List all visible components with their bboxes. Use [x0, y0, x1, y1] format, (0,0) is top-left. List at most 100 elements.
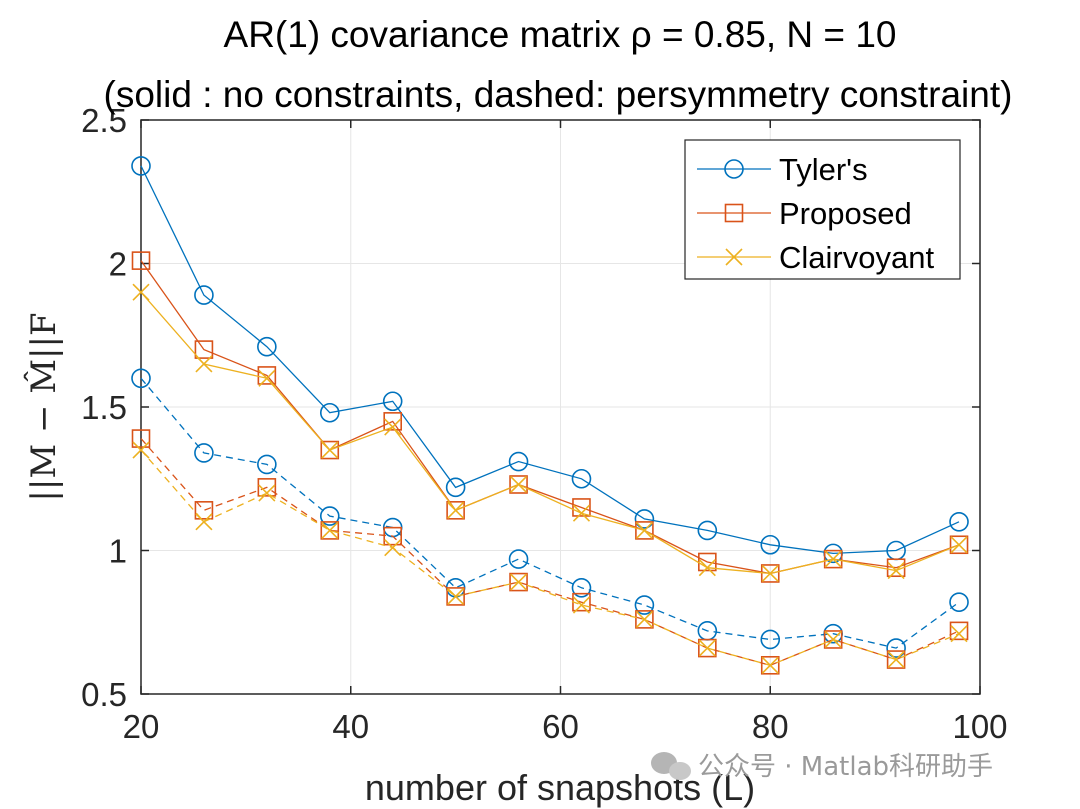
data-point-3-6 — [508, 549, 529, 569]
series-line-3 — [140, 377, 960, 649]
series-line-4 — [140, 438, 960, 666]
x-tick-label-1: 40 — [332, 708, 369, 745]
series-line-0 — [140, 165, 960, 555]
series-4-dashed — [131, 429, 969, 675]
data-point-0-5 — [445, 477, 466, 498]
y-tick-label-3: 2 — [109, 246, 127, 283]
series-5-dashed — [132, 441, 968, 674]
data-point-4-2 — [257, 478, 277, 497]
data-point-3-7 — [571, 578, 592, 598]
data-point-2-11 — [824, 550, 842, 568]
data-point-0-10 — [760, 534, 781, 555]
data-point-4-8 — [635, 610, 654, 629]
x-tick-label-2: 60 — [542, 708, 579, 745]
data-point-4-9 — [698, 638, 717, 658]
y-axis-label: ||M − M̂||F — [23, 312, 64, 501]
data-point-2-2 — [258, 369, 276, 387]
data-point-4-13 — [949, 621, 969, 641]
data-point-1-3 — [320, 440, 340, 460]
watermark: 公众号 · Matlab科研助手 — [651, 752, 993, 782]
data-point-2-6 — [509, 475, 528, 494]
data-point-5-0 — [132, 441, 150, 459]
data-point-5-13 — [950, 625, 968, 643]
data-point-1-11 — [823, 549, 843, 569]
data-point-4-4 — [383, 526, 403, 546]
data-point-2-1 — [195, 355, 213, 373]
data-point-0-1 — [194, 285, 214, 305]
legend: Tyler's Proposed Clairvoyant — [684, 139, 961, 280]
watermark-text: 公众号 · Matlab科研助手 — [698, 752, 993, 782]
data-point-2-12 — [887, 562, 905, 580]
data-point-0-13 — [949, 511, 969, 532]
data-point-2-4 — [384, 418, 402, 436]
data-point-1-0 — [131, 251, 151, 270]
legend-marker-1 — [724, 203, 744, 223]
data-point-1-8 — [635, 521, 654, 540]
data-point-3-2 — [257, 454, 277, 475]
data-point-2-13 — [950, 536, 968, 554]
data-point-4-11 — [823, 630, 843, 649]
data-point-0-0 — [131, 156, 151, 176]
x-tick-label-0: 20 — [123, 708, 160, 745]
data-point-4-0 — [131, 429, 151, 448]
data-point-5-12 — [887, 650, 905, 669]
data-point-0-2 — [257, 336, 277, 357]
x-tick-label-4: 100 — [952, 708, 1007, 745]
data-point-2-8 — [635, 521, 653, 539]
data-point-5-2 — [258, 484, 276, 502]
data-point-5-11 — [824, 630, 842, 649]
data-point-3-0 — [131, 368, 151, 389]
data-point-5-4 — [384, 539, 402, 557]
legend-label-2: Clairvoyant — [779, 240, 934, 275]
data-point-3-8 — [634, 595, 655, 615]
y-tick-label-1: 1 — [109, 533, 127, 570]
data-point-5-5 — [447, 587, 465, 605]
legend-label-1: Proposed — [779, 196, 912, 231]
data-point-5-1 — [195, 513, 213, 531]
chart-subtitle: (solid : no constraints, dashed: persymm… — [104, 74, 1013, 115]
data-point-3-10 — [760, 629, 781, 650]
data-point-1-6 — [509, 475, 528, 494]
data-point-0-9 — [697, 520, 718, 541]
chart-title: AR(1) covariance matrix ρ = 0.85, N = 10 — [224, 14, 897, 55]
series-line-2 — [140, 291, 960, 575]
data-point-5-10 — [761, 656, 779, 674]
legend-marker-2 — [725, 248, 743, 266]
data-point-4-3 — [320, 521, 340, 540]
data-point-0-4 — [382, 391, 403, 412]
data-point-3-13 — [949, 592, 969, 612]
legend-box — [684, 139, 961, 280]
data-point-2-10 — [761, 564, 779, 583]
legend-marker-0 — [724, 159, 744, 179]
data-point-4-6 — [509, 572, 528, 592]
data-point-1-4 — [383, 412, 403, 431]
y-tick-label-2: 1.5 — [81, 389, 127, 426]
data-point-4-12 — [886, 650, 906, 669]
data-point-2-0 — [132, 283, 150, 301]
x-axis-label: number of snapshots (L) — [365, 767, 755, 808]
data-point-5-7 — [572, 596, 591, 614]
axis-ticks: 20 40 60 80 100 0.5 1 1.5 2 2.5 — [81, 102, 1007, 745]
wechat-icon — [651, 752, 691, 780]
data-point-2-5 — [447, 501, 465, 519]
data-point-2-9 — [698, 559, 716, 577]
data-point-1-5 — [446, 501, 465, 520]
series-line-5 — [140, 449, 960, 666]
data-point-4-1 — [194, 501, 214, 520]
data-point-2-3 — [321, 441, 339, 459]
data-point-2-7 — [572, 504, 591, 522]
legend-label-0: Tyler's — [779, 152, 868, 187]
data-point-5-3 — [321, 521, 339, 539]
data-point-5-8 — [635, 610, 653, 628]
data-point-0-6 — [508, 451, 529, 472]
data-point-1-2 — [257, 366, 277, 385]
data-point-1-10 — [760, 564, 780, 583]
y-tick-label-0: 0.5 — [81, 676, 127, 713]
data-point-4-5 — [446, 587, 465, 606]
series-2-solid — [132, 283, 968, 583]
series-group — [131, 156, 969, 675]
data-point-3-12 — [886, 638, 906, 658]
data-point-4-10 — [760, 655, 780, 675]
